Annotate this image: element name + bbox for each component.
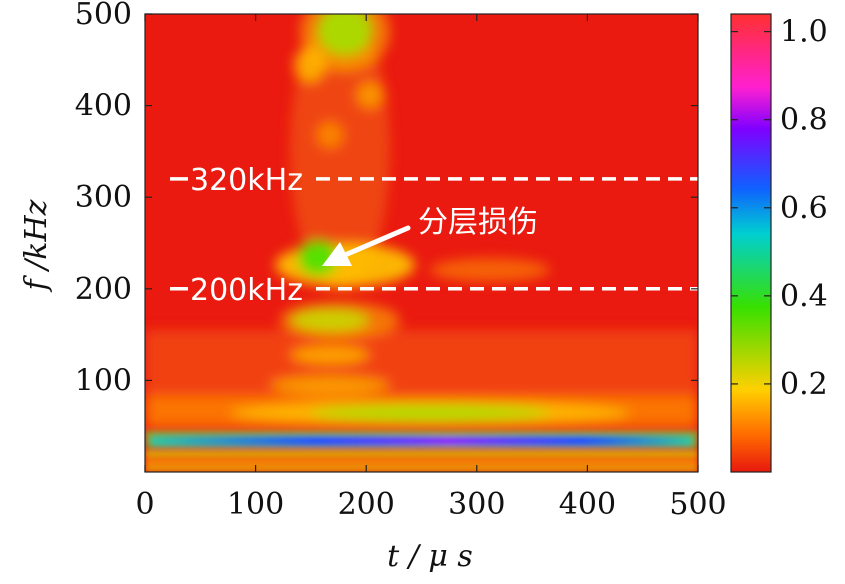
x-tick-label: 0 <box>135 487 154 522</box>
x-axis-label: t / μ s <box>387 539 473 574</box>
y-tick-label: 100 <box>75 363 132 398</box>
y-tick-label: 300 <box>75 180 132 215</box>
band-35khz <box>150 436 693 446</box>
y-tick-label: 500 <box>75 0 132 32</box>
damage-annotation: 分层损伤 <box>322 205 538 266</box>
x-tick-label: 300 <box>448 487 505 522</box>
low-blob <box>290 345 370 365</box>
band-10khz <box>145 459 698 464</box>
x-tick-label: 200 <box>338 487 395 522</box>
colorbar-tick-label: 1.0 <box>780 15 828 50</box>
y-tick-label: 400 <box>75 89 132 124</box>
colorbar: 0.2 0.4 0.6 0.8 1.0 <box>730 13 828 473</box>
y-axis-label: f /kHz <box>19 199 54 292</box>
colorbar-tick-label: 0.8 <box>780 103 828 138</box>
x-tick-label: 400 <box>559 487 616 522</box>
right-halo <box>430 258 550 282</box>
reference-line-label: 320kHz <box>190 163 303 198</box>
colorbar-tick-label: 0.4 <box>780 279 828 314</box>
mid-blob-halo <box>280 302 400 338</box>
y-axis-ticks: 100 200 300 400 500 <box>75 0 698 398</box>
colorbar-tick-label: 0.6 <box>780 191 828 226</box>
colorbar-ticks: 0.2 0.4 0.6 0.8 1.0 <box>731 15 828 402</box>
x-axis-ticks: 0 100 200 300 400 500 <box>135 14 727 522</box>
annotation-label: 分层损伤 <box>418 205 538 240</box>
colorbar-gradient <box>730 13 772 473</box>
reference-lines: 320kHz 200kHz <box>170 163 698 308</box>
upper-blob-1 <box>294 47 326 83</box>
band-60khz-halo <box>230 401 630 425</box>
x-tick-label: 100 <box>227 487 284 522</box>
heatmap-field <box>145 14 698 472</box>
upper-blob-2 <box>356 81 384 109</box>
damage-blob <box>298 240 338 276</box>
colorbar-tick-label: 0.2 <box>780 367 828 402</box>
plot-frame <box>144 13 699 473</box>
x-tick-label: 500 <box>669 487 726 522</box>
band-20khz <box>145 451 698 457</box>
annotation-arrow-head <box>322 242 352 266</box>
reference-line-label: 200kHz <box>190 273 303 308</box>
upper-blob-3 <box>316 121 344 149</box>
y-tick-label: 200 <box>75 272 132 307</box>
annotation-arrow-shaft <box>342 225 411 258</box>
low-blob-2 <box>270 375 390 395</box>
band-3khz <box>145 465 698 472</box>
